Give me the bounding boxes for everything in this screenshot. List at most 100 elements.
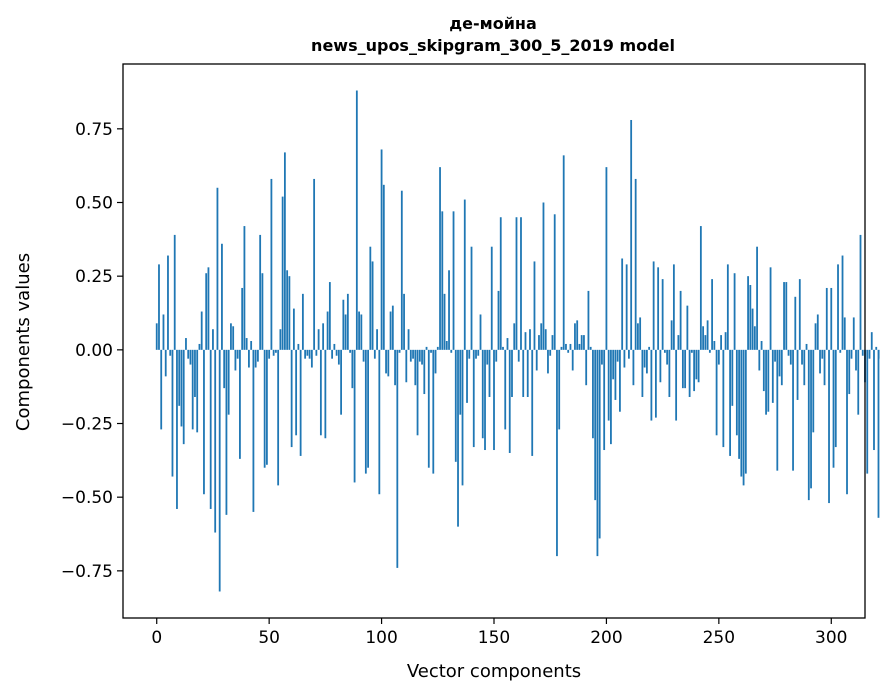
bar — [873, 349, 875, 451]
bar — [699, 226, 702, 350]
bar — [603, 349, 606, 451]
bar — [221, 243, 223, 350]
bar — [425, 346, 428, 350]
bar — [441, 211, 444, 350]
x-axis-ticks: 0 50 100 150 200 250 300 — [151, 618, 847, 648]
bar — [477, 349, 480, 356]
bar — [551, 335, 554, 350]
bar — [776, 349, 779, 471]
bar — [769, 267, 772, 350]
bar — [868, 349, 871, 359]
bar — [385, 349, 387, 374]
bar — [272, 349, 275, 356]
bar — [454, 349, 457, 462]
bar — [762, 349, 765, 392]
bar — [227, 349, 230, 415]
bar — [832, 349, 835, 468]
bar — [508, 349, 511, 453]
bar — [225, 349, 228, 515]
bar — [814, 323, 817, 350]
bar — [232, 326, 235, 350]
bar — [807, 349, 810, 501]
bar — [162, 314, 165, 350]
bar — [747, 276, 749, 350]
bar — [639, 317, 642, 350]
bar — [459, 349, 462, 415]
bar — [277, 349, 280, 486]
bar — [684, 349, 687, 389]
bar — [403, 293, 405, 350]
bar — [342, 299, 345, 350]
bar — [715, 349, 718, 436]
bar — [351, 349, 354, 389]
bar — [266, 349, 268, 465]
bar — [785, 282, 788, 350]
bar — [538, 335, 540, 350]
chart-title-line1: де-мойна — [449, 14, 537, 33]
bar — [160, 349, 163, 430]
bar — [173, 234, 176, 350]
bar — [659, 349, 662, 383]
bar — [450, 349, 453, 353]
bar — [279, 329, 282, 350]
bar — [778, 349, 781, 377]
bar — [263, 349, 266, 468]
bar — [488, 349, 491, 397]
y-tick-label: 0.50 — [75, 194, 113, 214]
bar — [670, 320, 673, 350]
bar — [331, 349, 334, 359]
bar — [452, 211, 455, 350]
bar — [598, 349, 601, 539]
bar — [243, 226, 246, 350]
bar — [544, 329, 547, 350]
bar — [630, 119, 633, 350]
bar — [562, 155, 565, 350]
bar — [753, 326, 756, 350]
bar — [652, 261, 655, 350]
bar — [744, 349, 747, 474]
y-tick-label: 0.25 — [75, 267, 113, 287]
bar — [780, 349, 783, 386]
bar — [632, 349, 635, 386]
bar — [169, 349, 172, 356]
bar — [708, 349, 711, 353]
bar — [628, 349, 630, 359]
y-tick-label: 0.00 — [75, 341, 113, 361]
x-tick-label: 50 — [258, 628, 280, 648]
bar — [513, 323, 516, 350]
y-axis-label: Components values — [13, 253, 34, 431]
bar — [288, 276, 291, 350]
bar — [461, 349, 464, 486]
bar — [549, 349, 552, 356]
bar — [409, 349, 412, 362]
bar — [189, 349, 192, 365]
bar — [448, 270, 450, 350]
bar — [569, 343, 572, 350]
bar — [322, 323, 325, 350]
bar — [729, 349, 731, 456]
bar — [214, 349, 217, 533]
bar — [724, 332, 727, 350]
bar — [497, 290, 500, 350]
bar — [194, 349, 196, 397]
bar — [245, 338, 248, 350]
bar — [200, 311, 203, 350]
bar — [861, 349, 864, 356]
bar — [475, 349, 477, 359]
bar — [252, 349, 255, 512]
bar — [495, 349, 498, 362]
bar — [877, 349, 880, 518]
bar — [230, 323, 232, 350]
bar — [740, 349, 743, 477]
y-tick-label: −0.50 — [61, 488, 113, 508]
bar — [774, 349, 776, 362]
bar — [218, 349, 221, 592]
bar — [335, 349, 338, 356]
bar — [526, 349, 529, 397]
bar — [612, 349, 615, 380]
bar — [666, 349, 669, 365]
bar — [259, 234, 262, 350]
bar — [382, 184, 385, 350]
bar — [439, 167, 441, 350]
bar — [852, 317, 855, 350]
